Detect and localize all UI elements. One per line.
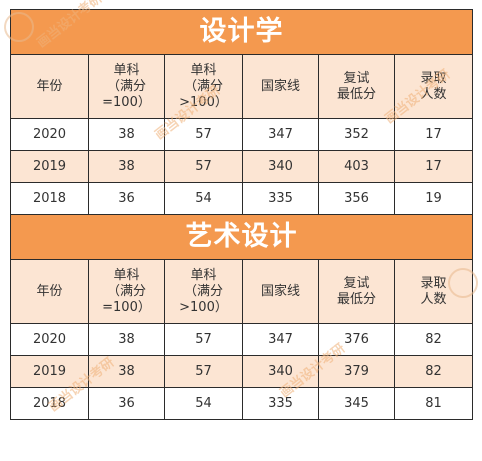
cell: 335 (242, 387, 319, 420)
cell: 57 (164, 150, 243, 183)
cell: 36 (88, 387, 165, 420)
header-single-over-100: 单科 （满分 >100） (164, 54, 243, 119)
header-national-line: 国家线 (242, 259, 319, 324)
cell: 340 (242, 150, 319, 183)
cell: 2018 (10, 387, 89, 420)
header-admitted: 录取 人数 (393, 259, 474, 324)
score-tables: 设计学 年份 单科 （满分 =100） 单科 （满分 >100） 国家线 复试 … (9, 9, 474, 420)
cell: 38 (88, 323, 165, 356)
cell: 57 (164, 118, 243, 151)
cell: 347 (242, 118, 319, 151)
table-title: 设计学 (9, 9, 474, 55)
cell: 82 (393, 323, 474, 356)
header-retest-min: 复试 最低分 (318, 54, 395, 119)
table-row: 2019 38 57 340 379 82 (10, 355, 474, 388)
cell: 36 (88, 182, 165, 215)
cell: 2019 (10, 150, 89, 183)
cell: 2018 (10, 182, 89, 215)
cell: 335 (242, 182, 319, 215)
cell: 57 (164, 323, 243, 356)
header-single-over-100: 单科 （满分 >100） (164, 259, 243, 324)
header-single-100: 单科 （满分 =100） (88, 259, 165, 324)
cell: 54 (164, 387, 243, 420)
cell: 345 (318, 387, 395, 420)
table-row: 2018 36 54 335 356 19 (10, 182, 474, 215)
header-national-line: 国家线 (242, 54, 319, 119)
cell: 347 (242, 323, 319, 356)
header-year: 年份 (10, 259, 89, 324)
cell: 2019 (10, 355, 89, 388)
cell: 403 (318, 150, 395, 183)
cell: 356 (318, 182, 395, 215)
cell: 57 (164, 355, 243, 388)
cell: 38 (88, 150, 165, 183)
table-row: 2020 38 57 347 352 17 (10, 118, 474, 151)
cell: 38 (88, 118, 165, 151)
cell: 17 (393, 118, 474, 151)
cell: 54 (164, 182, 243, 215)
cell: 2020 (10, 323, 89, 356)
cell: 38 (88, 355, 165, 388)
table-title: 艺术设计 (9, 214, 474, 260)
cell: 19 (393, 182, 474, 215)
header-single-100: 单科 （满分 =100） (88, 54, 165, 119)
table-row: 2018 36 54 335 345 81 (10, 387, 474, 420)
header-admitted: 录取 人数 (393, 54, 474, 119)
header-year: 年份 (10, 54, 89, 119)
table-design: 设计学 年份 单科 （满分 =100） 单科 （满分 >100） 国家线 复试 … (9, 9, 474, 420)
table-row: 2020 38 57 347 376 82 (10, 323, 474, 356)
cell: 340 (242, 355, 319, 388)
cell: 2020 (10, 118, 89, 151)
cell: 81 (393, 387, 474, 420)
cell: 352 (318, 118, 395, 151)
cell: 376 (318, 323, 395, 356)
cell: 379 (318, 355, 395, 388)
header-retest-min: 复试 最低分 (318, 259, 395, 324)
table-row: 2019 38 57 340 403 17 (10, 150, 474, 183)
cell: 82 (393, 355, 474, 388)
cell: 17 (393, 150, 474, 183)
